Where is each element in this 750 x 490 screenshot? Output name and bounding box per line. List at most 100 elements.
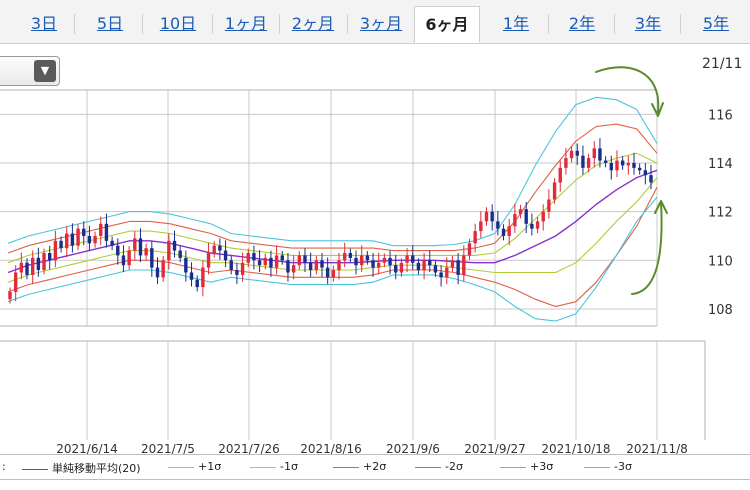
y-tick-label: 112 (708, 206, 733, 221)
candle-up (99, 223, 103, 236)
chevron-down-icon[interactable]: ▼ (34, 60, 56, 82)
date-label: 21/11 (702, 56, 743, 72)
candle-down (325, 267, 330, 278)
candle-up (547, 199, 551, 212)
candle-down (189, 272, 194, 280)
candle-down (155, 267, 160, 278)
x-tick-label: 2021/9/27 (464, 442, 526, 456)
candle-up (422, 260, 426, 271)
candle-down (48, 253, 52, 261)
tab-2y[interactable]: 2年 (568, 14, 596, 33)
candle-down (138, 238, 143, 256)
candle-up (127, 250, 131, 266)
band-p2 (7, 123, 658, 254)
candle-down (620, 160, 625, 166)
candle-down (603, 160, 608, 163)
candle-down (609, 162, 613, 171)
y-tick-label: 114 (708, 157, 733, 172)
legend-item-minus2sigma: -2σ (415, 460, 463, 473)
candle-up (382, 257, 387, 263)
legend-item-plus2sigma: +2σ (333, 460, 386, 473)
indicator-select[interactable]: ▼ (0, 56, 60, 86)
candle-down (116, 245, 120, 256)
legend-label: -3σ (614, 460, 632, 473)
band-p3 (7, 96, 658, 247)
candle-down (178, 250, 182, 258)
tab-3y[interactable]: 3年 (634, 14, 662, 33)
candle-up (30, 257, 35, 275)
candle-up (399, 262, 404, 273)
candle-down (36, 257, 41, 271)
candle-down (70, 233, 75, 246)
legend-label: -1σ (280, 460, 298, 473)
legend-item-sma: 単純移動平均(20) (22, 460, 141, 476)
candle-down (303, 255, 307, 263)
x-tick-label: 2021/11/8 (626, 442, 688, 456)
candle-down (637, 167, 642, 171)
candlesticks (8, 138, 653, 304)
legend-item-plus3sigma: +3σ (500, 460, 553, 473)
candle-up (167, 240, 171, 261)
legend-label: -2σ (445, 460, 463, 473)
tab-1m[interactable]: 1ヶ月 (224, 14, 268, 33)
candle-down (348, 253, 353, 258)
candle-down (371, 260, 375, 268)
tab-5y[interactable]: 5年 (702, 14, 730, 33)
x-tick-label: 2021/10/18 (541, 442, 610, 456)
candle-down (598, 148, 602, 161)
candle-down (184, 257, 188, 273)
candle-down (252, 253, 256, 261)
legend-swatch (250, 466, 276, 468)
candle-up (53, 240, 58, 261)
axis-labels: 108 110 112 114 116 2021/6/14 2021/7/5 2021/7/2… (56, 108, 733, 456)
candle-down (257, 260, 262, 266)
candle-down (82, 228, 86, 236)
candle-down (530, 223, 534, 229)
period-tab-bar: 3日 5日 10日 1ヶ月 2ヶ月 3ヶ月 6ヶ月 1年 2年 3年 5年 (0, 0, 750, 44)
tab-3m[interactable]: 3ヶ月 (359, 14, 403, 33)
candle-up (297, 255, 302, 266)
candle-down (150, 248, 154, 268)
candle-up (541, 211, 545, 222)
tab-6m[interactable]: 6ヶ月 (414, 6, 480, 43)
candle-up (462, 255, 466, 275)
bollinger-bands (7, 96, 658, 322)
y-tick-label: 108 (708, 303, 733, 318)
tab-separator (212, 14, 213, 34)
tab-5d[interactable]: 5日 (96, 14, 124, 33)
candle-down (354, 257, 358, 266)
arrow-up-head (654, 200, 668, 214)
tab-10d[interactable]: 10日 (159, 14, 197, 33)
legend-label: +2σ (363, 460, 387, 473)
candle-up (377, 262, 381, 268)
candle-up (331, 270, 336, 278)
candle-down (501, 228, 506, 236)
candle-down (416, 262, 421, 271)
candle-down (411, 255, 415, 263)
candle-down (59, 240, 63, 249)
candle-up (65, 233, 69, 249)
candle-up (246, 253, 250, 263)
candle-up (133, 238, 137, 251)
candle-up (586, 158, 591, 168)
candle-down (87, 235, 92, 244)
candle-up (450, 260, 455, 268)
candle-up (42, 253, 46, 271)
tab-3d[interactable]: 3日 (30, 14, 58, 33)
legend-swatch (168, 466, 194, 468)
tab-separator (74, 14, 75, 34)
candle-down (25, 262, 29, 275)
tab-1y[interactable]: 1年 (502, 14, 530, 33)
candle-up (552, 182, 557, 200)
x-tick-label: 2021/9/6 (386, 442, 440, 456)
legend-swatch (415, 466, 441, 468)
candle-up (274, 255, 279, 268)
candle-down (172, 240, 177, 251)
tab-2m[interactable]: 2ヶ月 (291, 14, 335, 33)
candle-up (518, 209, 523, 215)
candle-up (558, 167, 562, 183)
band-m3 (7, 196, 658, 322)
candle-up (615, 160, 619, 171)
candle-down (269, 257, 273, 268)
candle-up (337, 260, 341, 271)
